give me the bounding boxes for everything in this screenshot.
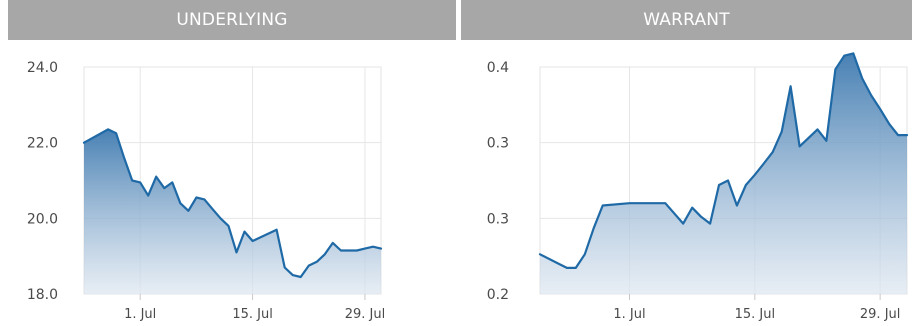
x-tick-label: 15. Jul bbox=[232, 307, 273, 322]
y-tick-label: 18.0 bbox=[27, 287, 58, 303]
y-tick-label: 0.3 bbox=[487, 136, 509, 152]
x-tick-label: 29. Jul bbox=[345, 307, 386, 322]
y-tick-label: 24.0 bbox=[27, 60, 58, 76]
x-tick-label: 1. Jul bbox=[124, 307, 156, 322]
y-tick-label: 0.2 bbox=[487, 287, 509, 303]
series-line bbox=[82, 128, 383, 279]
underlying-chart: 24.0 22.0 20.0 18.0 1. Jul 15. Jul 29. Jul bbox=[27, 60, 386, 322]
warrant-chart: 0.4 0.3 0.3 0.2 1. Jul 15. Jul 29. Jul bbox=[487, 52, 909, 322]
x-tick-label: 1. Jul bbox=[613, 307, 645, 322]
y-tick-label: 0.3 bbox=[487, 211, 509, 227]
tab-underlying[interactable]: UNDERLYING bbox=[8, 0, 456, 40]
y-tick-label: 0.4 bbox=[487, 60, 509, 76]
underlying-panel: UNDERLYING 24.0 22.0 20.0 18.0 1. Jul 15. Jul… bbox=[8, 0, 456, 326]
tab-warrant[interactable]: WARRANT bbox=[461, 0, 912, 40]
series-area bbox=[540, 53, 907, 295]
x-tick-label: 15. Jul bbox=[735, 307, 776, 322]
x-tick-label: 29. Jul bbox=[860, 307, 901, 322]
series-area bbox=[84, 129, 381, 294]
y-tick-label: 20.0 bbox=[27, 211, 58, 227]
series-line bbox=[538, 52, 909, 269]
y-tick-label: 22.0 bbox=[27, 136, 58, 152]
warrant-panel: WARRANT 0.4 0.3 0.3 0.2 1. Jul 15. Jul 29. Jul bbox=[461, 0, 912, 326]
